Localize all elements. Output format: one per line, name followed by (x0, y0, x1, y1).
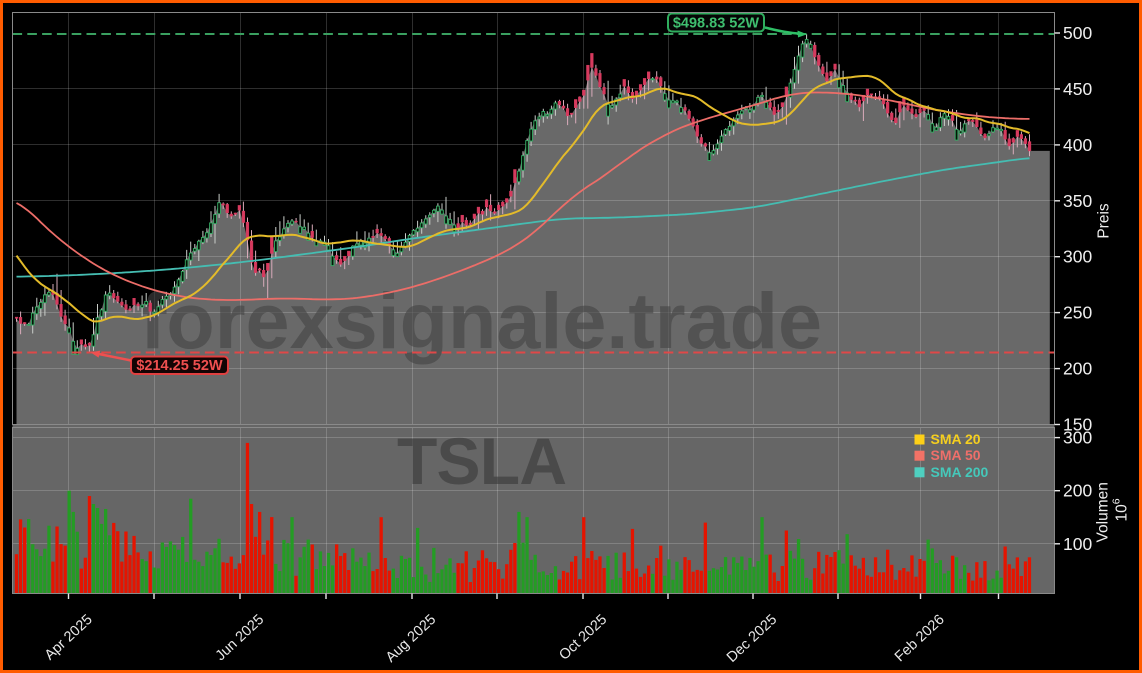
svg-text:200: 200 (1063, 481, 1092, 501)
svg-text:Volumen: Volumen (1095, 482, 1112, 542)
svg-text:250: 250 (1063, 303, 1092, 323)
svg-text:200: 200 (1063, 359, 1092, 379)
svg-text:$214.25 52W: $214.25 52W (136, 358, 223, 374)
svg-text:350: 350 (1063, 191, 1092, 211)
svg-text:400: 400 (1063, 135, 1092, 155)
svg-text:SMA 50: SMA 50 (931, 447, 981, 463)
svg-text:SMA 20: SMA 20 (931, 431, 981, 447)
svg-text:150: 150 (1063, 415, 1092, 435)
svg-text:TSLA: TSLA (397, 424, 567, 498)
svg-text:Preis: Preis (1096, 203, 1113, 239)
svg-text:forexsignale.trade: forexsignale.trade (140, 276, 822, 365)
svg-text:500: 500 (1063, 23, 1092, 43)
svg-text:100: 100 (1063, 534, 1092, 554)
svg-text:300: 300 (1063, 428, 1092, 448)
svg-text:SMA 200: SMA 200 (931, 464, 989, 480)
svg-text:300: 300 (1063, 247, 1092, 267)
svg-text:450: 450 (1063, 79, 1092, 99)
svg-text:$498.83 52W: $498.83 52W (673, 16, 760, 32)
